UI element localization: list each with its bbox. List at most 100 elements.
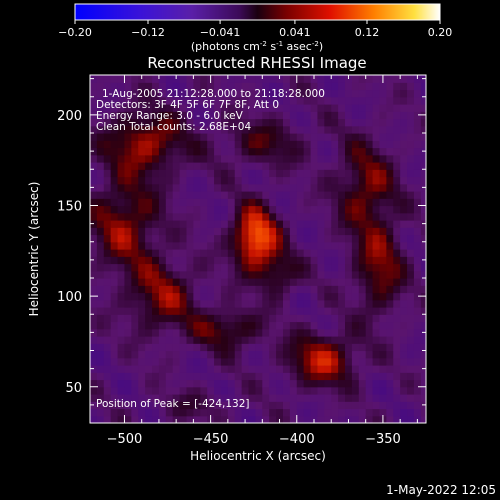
heatmap-cell — [262, 140, 270, 149]
heatmap-cell — [269, 415, 277, 423]
heatmap-cell — [207, 169, 215, 178]
heatmap-cell — [220, 249, 229, 257]
heatmap-cell — [172, 343, 181, 352]
heatmap-cell — [96, 415, 105, 423]
heatmap-cell — [207, 401, 215, 410]
heatmap-cell — [296, 169, 305, 178]
heatmap-cell — [338, 249, 346, 257]
heatmap-cell — [420, 270, 426, 279]
heatmap-cell — [152, 372, 160, 381]
heatmap-cell — [310, 205, 319, 214]
heatmap-cell — [379, 104, 387, 112]
heatmap-cell — [379, 96, 387, 105]
heatmap-cell — [117, 343, 126, 352]
heatmap-cell — [296, 321, 305, 330]
heatmap-cell — [276, 118, 284, 127]
heatmap-cell — [413, 314, 422, 323]
y-axis-label: Heliocentric Y (arcsec) — [27, 182, 41, 317]
heatmap-cell — [138, 220, 146, 228]
heatmap-cell — [310, 249, 319, 257]
heatmap-cell — [276, 285, 284, 294]
heatmap-cell — [145, 154, 153, 163]
heatmap-cell — [255, 212, 263, 221]
heatmap-cell — [152, 365, 160, 373]
heatmap-cell — [317, 328, 325, 337]
heatmap-cell — [90, 415, 98, 423]
heatmap-cell — [207, 241, 215, 250]
heatmap-cell — [152, 75, 160, 83]
heatmap-cell — [386, 227, 394, 236]
heatmap-cell — [393, 241, 401, 250]
heatmap-cell — [158, 307, 167, 315]
heatmap-cell — [248, 285, 257, 294]
heatmap-cell — [351, 372, 360, 381]
heatmap-cell — [400, 89, 408, 98]
heatmap-cell — [103, 401, 112, 410]
heatmap-cell — [338, 299, 346, 308]
heatmap-cell — [269, 299, 277, 308]
heatmap-cell — [386, 394, 394, 402]
heatmap-cell — [234, 372, 243, 381]
heatmap-cell — [200, 183, 208, 192]
heatmap-cell — [276, 408, 284, 417]
heatmap-cell — [345, 278, 353, 286]
annotation-counts: Clean Total counts: 2.68E+04 — [96, 121, 251, 133]
heatmap-cell — [145, 372, 153, 381]
heatmap-cell — [152, 379, 160, 388]
heatmap-cell — [379, 220, 387, 228]
heatmap-cell — [345, 307, 353, 315]
heatmap-cell — [413, 198, 422, 207]
heatmap-cell — [262, 357, 270, 366]
heatmap-cell — [117, 328, 126, 337]
heatmap-cell — [220, 263, 229, 272]
heatmap-cell — [269, 162, 277, 170]
heatmap-cell — [420, 379, 426, 388]
heatmap-cell — [365, 394, 374, 402]
heatmap-cell — [400, 285, 408, 294]
heatmap-cell — [420, 205, 426, 214]
heatmap-cell — [289, 285, 298, 294]
heatmap-cell — [331, 162, 339, 170]
heatmap-cell — [152, 394, 160, 402]
heatmap-cell — [207, 82, 215, 91]
heatmap-cell — [324, 401, 332, 410]
heatmap-cell — [200, 321, 208, 330]
heatmap-cell — [200, 328, 208, 337]
heatmap-cell — [117, 118, 126, 127]
heatmap-cell — [145, 394, 153, 402]
heatmap-cell — [310, 198, 319, 207]
heatmap-cell — [420, 263, 426, 272]
heatmap-cell — [227, 241, 236, 250]
heatmap-cell — [269, 183, 277, 192]
heatmap-cell — [96, 307, 105, 315]
heatmap-cell — [241, 328, 250, 337]
colorbar-gradient — [74, 3, 441, 21]
heatmap-cell — [262, 415, 270, 423]
heatmap-cell — [386, 278, 394, 286]
heatmap-cell — [96, 191, 105, 199]
heatmap-cell — [338, 191, 346, 199]
y-tick-label: 100 — [57, 290, 82, 305]
heatmap-cell — [351, 401, 360, 410]
heatmap-cell — [386, 299, 394, 308]
heatmap-cell — [124, 212, 132, 221]
heatmap-cell — [200, 241, 208, 250]
heatmap-cell — [317, 379, 325, 388]
heatmap-cell — [117, 220, 126, 228]
heatmap-cell — [124, 234, 132, 243]
heatmap-cell — [269, 133, 277, 141]
heatmap-cell — [172, 140, 181, 149]
heatmap-cell — [117, 241, 126, 250]
heatmap-cell — [90, 372, 98, 381]
heatmap-cell — [207, 357, 215, 366]
heatmap-cell — [172, 133, 181, 141]
heatmap-cell — [413, 162, 422, 170]
heatmap-cell — [117, 307, 126, 315]
heatmap-cell — [193, 307, 201, 315]
heatmap-cell — [324, 118, 332, 127]
heatmap-cell — [131, 96, 139, 105]
heatmap-cell — [338, 350, 346, 359]
heatmap-cell — [207, 212, 215, 221]
heatmap-cell — [172, 307, 181, 315]
heatmap-cell — [255, 292, 263, 301]
